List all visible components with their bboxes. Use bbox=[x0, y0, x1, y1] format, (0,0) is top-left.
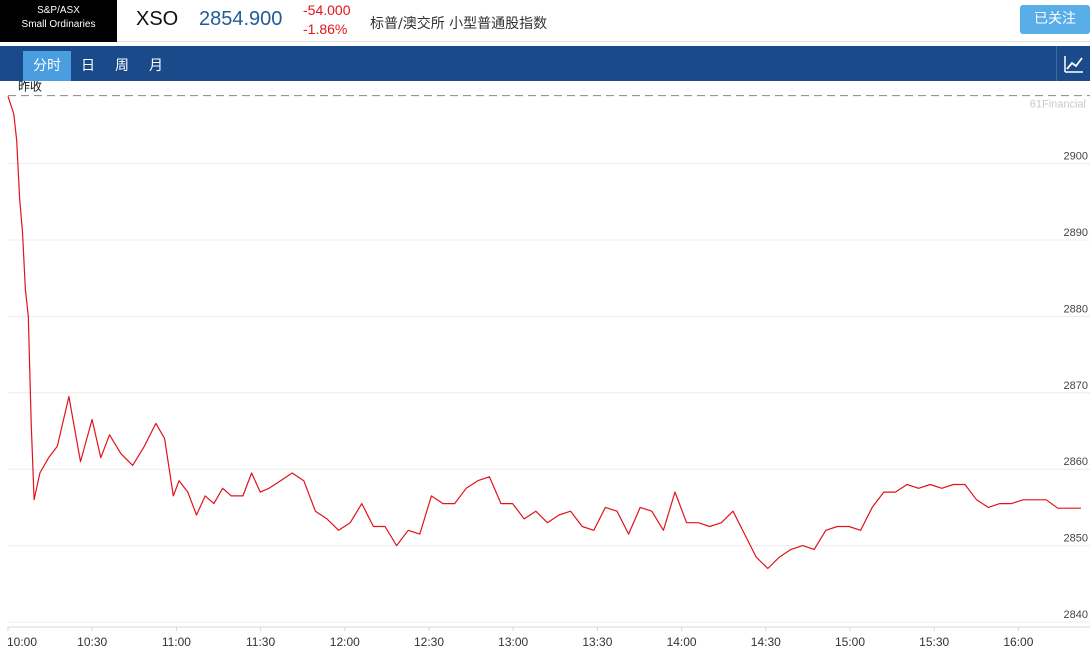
y-tick-label: 2840 bbox=[1064, 609, 1088, 621]
prev-close-label: 昨收 bbox=[18, 81, 42, 94]
index-logo: S&P/ASX Small Ordinaries bbox=[0, 0, 117, 42]
x-tick-label: 10:00 bbox=[7, 635, 37, 649]
y-tick-label: 2890 bbox=[1064, 227, 1088, 239]
logo-line1: S&P/ASX bbox=[37, 5, 80, 16]
x-tick-label: 13:30 bbox=[582, 635, 612, 649]
period-tabbar: 分时 日 周 月 bbox=[0, 46, 1090, 81]
quote-header: S&P/ASX Small Ordinaries XSO 2854.900 -5… bbox=[0, 0, 1090, 42]
x-tick-label: 13:00 bbox=[498, 635, 528, 649]
price-change: -54.000 bbox=[303, 2, 351, 18]
x-tick-label: 15:00 bbox=[835, 635, 865, 649]
x-tick-label: 15:30 bbox=[919, 635, 949, 649]
x-tick-label: 16:00 bbox=[1003, 635, 1033, 649]
tab-weekly[interactable]: 周 bbox=[115, 58, 129, 74]
y-tick-label: 2860 bbox=[1064, 456, 1088, 468]
tab-monthly[interactable]: 月 bbox=[149, 58, 163, 74]
last-price: 2854.900 bbox=[199, 8, 283, 30]
line-chart-icon bbox=[1064, 56, 1083, 73]
watermark: 61Financial bbox=[1030, 99, 1086, 111]
index-name: 标普/澳交所 小型普通股指数 bbox=[370, 16, 548, 32]
y-tick-label: 2870 bbox=[1064, 380, 1088, 392]
follow-button[interactable]: 已关注 bbox=[1020, 5, 1090, 34]
price-line bbox=[7, 96, 1081, 570]
chart-type-toggle[interactable] bbox=[1056, 46, 1090, 81]
y-tick-label: 2880 bbox=[1064, 303, 1088, 315]
tab-intraday[interactable]: 分时 bbox=[23, 51, 71, 81]
x-tick-label: 12:00 bbox=[330, 635, 360, 649]
x-tick-label: 14:30 bbox=[751, 635, 781, 649]
intraday-chart: 2900 2890 2880 2870 2860 2850 2840 10:00 10:30 11… bbox=[7, 81, 1090, 649]
x-tick-label: 10:30 bbox=[77, 635, 107, 649]
y-tick-label: 2900 bbox=[1064, 151, 1088, 163]
x-tick-label: 11:00 bbox=[162, 635, 191, 649]
x-tick-label: 11:30 bbox=[246, 635, 275, 649]
y-tick-label: 2850 bbox=[1064, 533, 1088, 545]
logo-line2: Small Ordinaries bbox=[21, 19, 96, 30]
x-tick-label: 12:30 bbox=[414, 635, 444, 649]
x-tick-label: 14:00 bbox=[667, 635, 697, 649]
ticker-symbol: XSO bbox=[136, 8, 179, 30]
price-change-percent: -1.86% bbox=[303, 21, 348, 37]
tab-daily[interactable]: 日 bbox=[81, 58, 95, 74]
